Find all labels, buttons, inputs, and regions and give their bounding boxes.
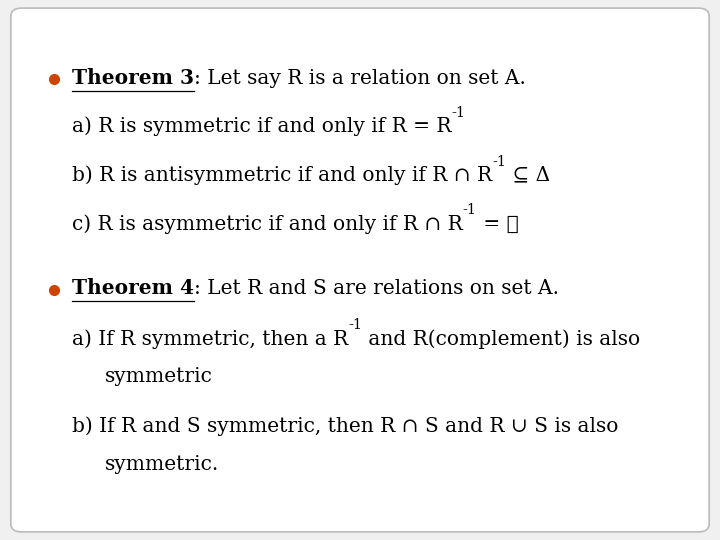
- Text: a) R is symmetric if and only if R = R: a) R is symmetric if and only if R = R: [72, 117, 451, 136]
- Text: Theorem 3: Theorem 3: [72, 68, 194, 87]
- Text: -1: -1: [451, 106, 466, 120]
- Text: b) R is antisymmetric if and only if R ∩ R: b) R is antisymmetric if and only if R ∩…: [72, 165, 492, 185]
- Text: Theorem 4: Theorem 4: [72, 278, 194, 298]
- Text: -1: -1: [348, 319, 362, 333]
- Text: symmetric.: symmetric.: [104, 455, 219, 474]
- Text: and R(complement) is also: and R(complement) is also: [362, 329, 640, 348]
- Text: : Let say R is a relation on set A.: : Let say R is a relation on set A.: [194, 69, 526, 87]
- Text: -1: -1: [463, 204, 477, 218]
- Text: -1: -1: [492, 155, 506, 169]
- Text: ⊆ Δ: ⊆ Δ: [506, 166, 550, 185]
- Text: b) If R and S symmetric, then R ∩ S and R ∪ S is also: b) If R and S symmetric, then R ∩ S and …: [72, 416, 618, 436]
- Text: c) R is asymmetric if and only if R ∩ R: c) R is asymmetric if and only if R ∩ R: [72, 214, 463, 233]
- Text: : Let R and S are relations on set A.: : Let R and S are relations on set A.: [194, 279, 559, 298]
- Text: symmetric: symmetric: [104, 367, 212, 386]
- Text: = ∅: = ∅: [477, 214, 518, 233]
- Text: a) If R symmetric, then a R: a) If R symmetric, then a R: [72, 329, 348, 348]
